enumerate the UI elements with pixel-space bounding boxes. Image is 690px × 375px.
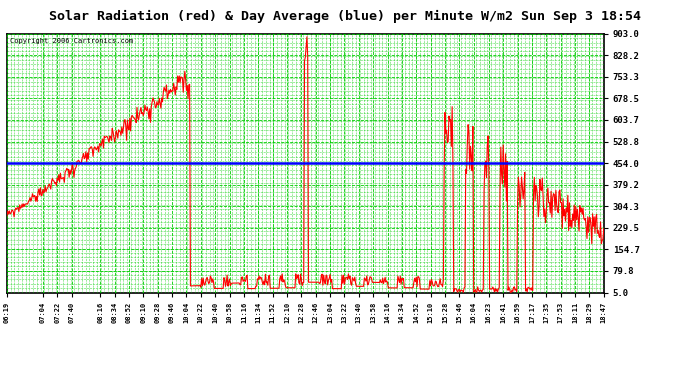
Text: Copyright 2006 Cartronics.com: Copyright 2006 Cartronics.com <box>10 38 133 44</box>
Text: Solar Radiation (red) & Day Average (blue) per Minute W/m2 Sun Sep 3 18:54: Solar Radiation (red) & Day Average (blu… <box>49 10 641 23</box>
